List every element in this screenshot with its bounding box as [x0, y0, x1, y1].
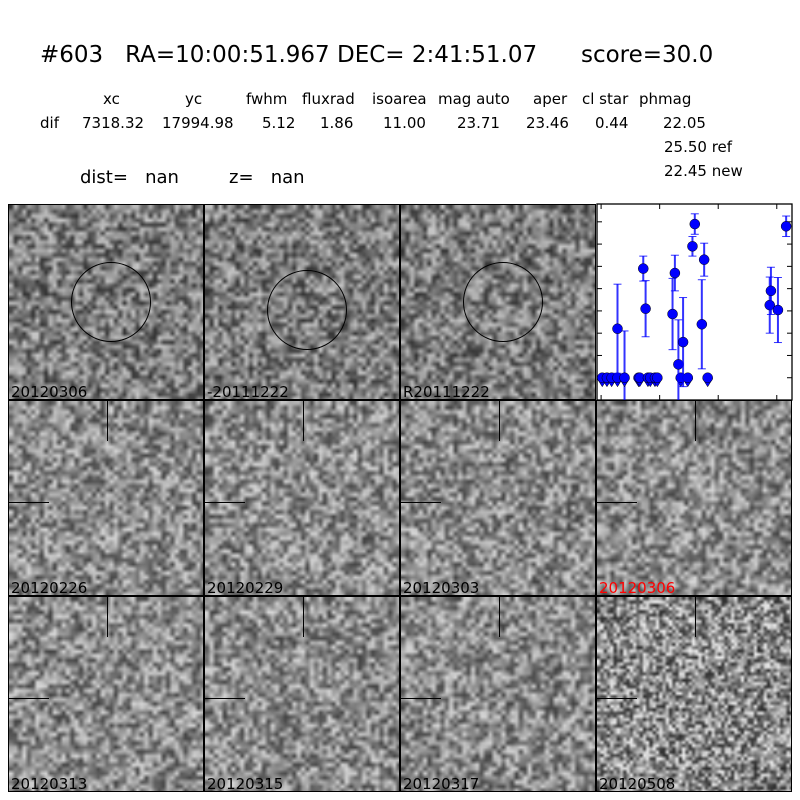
crosshair-tick — [401, 502, 441, 504]
data-point — [698, 254, 710, 265]
noise-image — [597, 401, 791, 595]
image-stamp: 20120315 — [204, 596, 400, 792]
image-stamp: -20111222 — [204, 204, 400, 400]
column-value: 0.44 — [595, 114, 629, 132]
noise-image — [205, 401, 399, 595]
stamp-label: 20120226 — [11, 579, 88, 596]
column-value: 22.05 — [663, 114, 706, 132]
image-stamp: 20120229 — [204, 400, 400, 596]
data-point — [696, 319, 708, 330]
image-stamp: 20120508 — [596, 596, 792, 792]
crosshair-tick — [597, 698, 637, 700]
image-stamp: 20120306 — [596, 400, 792, 596]
data-point — [687, 241, 698, 252]
data-point — [780, 221, 792, 232]
data-point — [677, 336, 689, 348]
crosshair-tick — [303, 597, 305, 637]
stamp-label: 20120313 — [11, 775, 88, 792]
upper-limit-point — [619, 372, 630, 383]
aperture-circle — [463, 262, 543, 342]
stamp-label: 20120508 — [599, 775, 676, 792]
image-stamp: 20120317 — [400, 596, 596, 792]
crosshair-tick — [499, 401, 501, 441]
crosshair-tick — [401, 698, 441, 700]
column-value: 5.12 — [262, 114, 296, 132]
crosshair-tick — [205, 698, 245, 700]
image-stamp: 20120303 — [400, 400, 596, 596]
column-value: 23.71 — [457, 114, 500, 132]
image-stamp: 20120226 — [8, 400, 204, 596]
z-value: z= nan — [229, 167, 305, 188]
noise-image — [401, 401, 595, 595]
data-point — [638, 263, 649, 274]
column-value: 17994.98 — [162, 114, 234, 132]
aperture-circle — [267, 270, 347, 350]
noise-image — [401, 597, 595, 791]
column-header: fluxrad — [302, 90, 355, 108]
column-value: 11.00 — [383, 114, 426, 132]
crosshair-tick — [597, 502, 637, 504]
upper-limit-point — [702, 372, 713, 383]
column-header: mag auto — [438, 90, 510, 108]
noise-image — [9, 401, 203, 595]
column-header: aper — [533, 90, 568, 108]
noise-image — [9, 597, 203, 791]
figure-title: #603 RA=10:00:51.967 DEC= 2:41:51.07 sco… — [40, 42, 714, 68]
crosshair-tick — [9, 502, 49, 504]
ref-mag: 25.50 ref — [664, 138, 733, 156]
crosshair-tick — [695, 597, 697, 637]
data-point — [689, 218, 701, 230]
row-label: dif — [40, 114, 59, 132]
column-header: phmag — [639, 90, 692, 108]
upper-limit-point — [652, 372, 663, 383]
aperture-circle — [71, 262, 151, 342]
data-point — [640, 303, 651, 314]
data-point — [669, 267, 681, 279]
crosshair-tick — [9, 698, 49, 700]
crosshair-tick — [107, 597, 109, 637]
new-mag: 22.45 new — [664, 162, 743, 180]
column-value: 1.86 — [320, 114, 354, 132]
crosshair-tick — [303, 401, 305, 441]
crosshair-tick — [205, 502, 245, 504]
crosshair-tick — [499, 597, 501, 637]
dist-value: dist= nan — [80, 167, 179, 188]
stamp-label: 20120306 — [599, 579, 676, 596]
stamp-label: 20120229 — [207, 579, 284, 596]
data-point — [673, 359, 684, 370]
column-header: fwhm — [246, 90, 288, 108]
stamp-label: -20111222 — [207, 383, 289, 400]
column-header: yc — [185, 90, 203, 108]
column-header: xc — [103, 90, 120, 108]
data-point — [765, 285, 777, 297]
crosshair-tick — [695, 401, 697, 441]
noise-image — [597, 597, 791, 791]
image-stamp: 20120306 — [8, 204, 204, 400]
data-point — [612, 323, 623, 334]
data-point — [764, 299, 775, 311]
crosshair-tick — [107, 401, 109, 441]
noise-image — [205, 597, 399, 791]
data-point — [667, 308, 678, 320]
stamp-label: R20111222 — [403, 383, 490, 400]
upper-limit-point — [682, 372, 694, 383]
stamp-label: 20120317 — [403, 775, 480, 792]
data-point — [772, 304, 784, 316]
column-header: isoarea — [372, 90, 427, 108]
column-header: cl star — [582, 90, 629, 108]
column-value: 23.46 — [526, 114, 569, 132]
stamp-label: 20120303 — [403, 579, 480, 596]
stamp-label: 20120315 — [207, 775, 284, 792]
image-stamp: R20111222 — [400, 204, 596, 400]
column-value: 7318.32 — [82, 114, 145, 132]
image-stamp: 20120313 — [8, 596, 204, 792]
stamp-label: 20120306 — [11, 383, 88, 400]
